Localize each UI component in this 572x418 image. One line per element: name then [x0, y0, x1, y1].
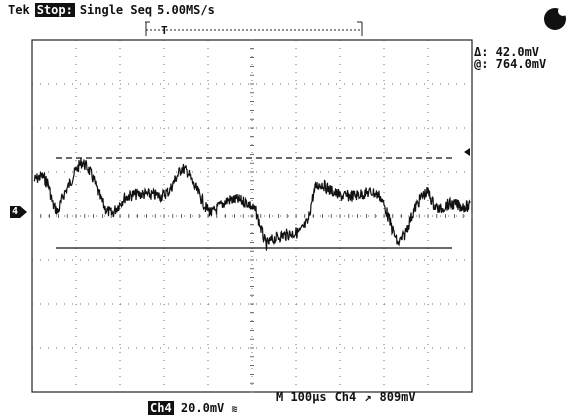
arrow-left-icon	[464, 148, 470, 156]
acquisition-stopped-icon	[544, 6, 568, 30]
timebase-label: M 100µs	[276, 390, 327, 404]
ch4-waveform-trace	[33, 158, 471, 251]
channel-label: Ch4	[148, 401, 174, 415]
sample-rate: 5.00MS/s	[157, 3, 215, 17]
channel-scale: 20.0mV	[180, 401, 225, 415]
cursor-position-readout: @: 764.0mV	[474, 57, 547, 71]
record-view-bracket	[145, 21, 363, 36]
channel-ground-marker: 4	[10, 206, 28, 218]
channel-scale-readout: Ch4 20.0mV ≋	[148, 401, 238, 416]
status-bar: Tek Stop: Single Seq 5.00MS/s	[8, 3, 220, 17]
timebase-readout: M 100µs Ch4 ↗ 809mV	[276, 391, 424, 404]
graticule-grid	[31, 39, 473, 393]
rising-edge-icon: ↗	[364, 390, 372, 404]
trigger-source: Ch4	[334, 390, 357, 404]
trigger-position-marker: T	[161, 24, 168, 37]
bandwidth-limit-icon: ≋	[231, 404, 238, 415]
acquisition-state: Stop:	[34, 3, 75, 17]
trigger-level: 809mV	[379, 390, 416, 404]
cursor-delta-readout: Δ: 42.0mV	[474, 45, 540, 59]
acquisition-mode: Single Seq	[79, 3, 153, 17]
brand-label: Tek	[8, 3, 30, 17]
